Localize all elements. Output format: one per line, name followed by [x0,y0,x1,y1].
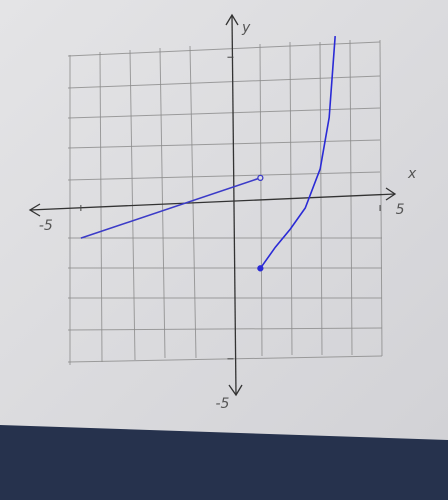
y-axis-label: y [241,20,251,36]
x-axis-label: x [407,166,417,182]
endpoint [257,174,264,182]
endpoint [257,265,264,272]
axes [28,13,397,397]
x-tick-label: 5 [396,202,405,218]
x-tick-label: -5 [39,218,53,234]
y-tick-label: -5 [215,396,229,412]
graph-line [259,36,336,269]
graph-line [80,177,261,239]
